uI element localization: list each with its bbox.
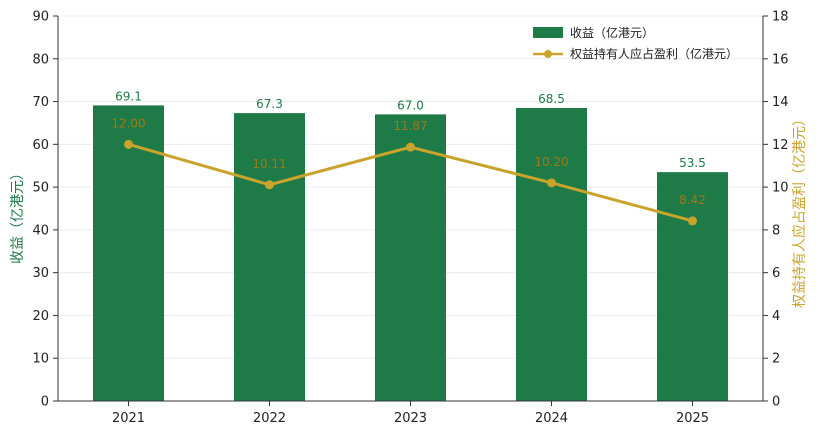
line-value-label: 12.00 — [111, 116, 145, 130]
left-tick-label: 70 — [32, 95, 49, 110]
bar-value-label: 67.3 — [256, 97, 283, 111]
left-tick-label: 0 — [41, 395, 49, 410]
x-tick-label: 2021 — [112, 411, 145, 426]
left-tick-label: 80 — [32, 52, 49, 67]
bar — [234, 113, 305, 401]
legend-bar-swatch — [533, 27, 563, 38]
right-tick-label: 0 — [772, 395, 780, 410]
bar — [375, 114, 446, 401]
line-value-label: 10.11 — [252, 157, 286, 171]
x-tick-label: 2024 — [535, 411, 568, 426]
bar-series — [93, 105, 728, 402]
legend-bar-label: 收益（亿港元） — [570, 25, 654, 40]
bar — [657, 172, 728, 401]
bar-value-label: 69.1 — [115, 89, 142, 103]
x-tick-label: 2023 — [394, 411, 427, 426]
right-tick-label: 10 — [772, 181, 789, 196]
bar — [516, 107, 587, 401]
left-tick-label: 60 — [32, 138, 49, 153]
legend-line-label: 权益持有人应占盈利（亿港元） — [570, 46, 738, 61]
right-tick-label: 4 — [772, 309, 780, 324]
line-series — [124, 139, 697, 226]
left-tick-label: 30 — [32, 266, 49, 281]
line-point — [406, 142, 415, 152]
left-axis-title: 收益（亿港元） — [10, 166, 26, 264]
left-tick-label: 20 — [32, 309, 49, 324]
left-tick-label: 90 — [32, 10, 49, 25]
bar-value-label: 53.5 — [679, 156, 706, 170]
axes: 0 10 20 30 40 50 60 70 80 90 0 2 4 6 8 10 12 14 16 18 2021 20… — [32, 10, 788, 427]
right-tick-label: 18 — [772, 10, 789, 25]
right-tick-label: 6 — [772, 266, 780, 281]
right-tick-label: 2 — [772, 352, 780, 367]
x-tick-label: 2025 — [676, 411, 709, 426]
right-tick-label: 12 — [772, 138, 789, 153]
x-tick-label: 2022 — [253, 411, 286, 426]
left-tick-label: 40 — [32, 223, 49, 238]
legend-line-marker — [544, 50, 552, 58]
line-value-label: 11.87 — [393, 119, 427, 133]
bar-value-label: 67.0 — [397, 98, 424, 112]
right-axis-title: 权益持有人应占盈利（亿港元） — [791, 112, 808, 308]
data-labels: 69.1 67.3 67.0 68.5 53.5 12.00 10.11 11.87 10.20… — [111, 89, 706, 206]
line-point — [265, 180, 274, 190]
right-tick-label: 8 — [772, 223, 780, 238]
line-point — [124, 139, 133, 149]
right-tick-label: 14 — [772, 95, 789, 110]
bar-value-label: 68.5 — [538, 92, 565, 106]
legend: 收益（亿港元） 权益持有人应占盈利（亿港元） — [533, 25, 738, 61]
left-tick-label: 50 — [32, 181, 49, 196]
line-point — [547, 178, 556, 188]
line-value-label: 8.42 — [679, 193, 706, 207]
bar — [93, 105, 164, 402]
line-point — [688, 216, 697, 226]
right-tick-label: 16 — [772, 52, 789, 67]
line-value-label: 10.20 — [534, 155, 568, 169]
left-tick-label: 10 — [32, 352, 49, 367]
